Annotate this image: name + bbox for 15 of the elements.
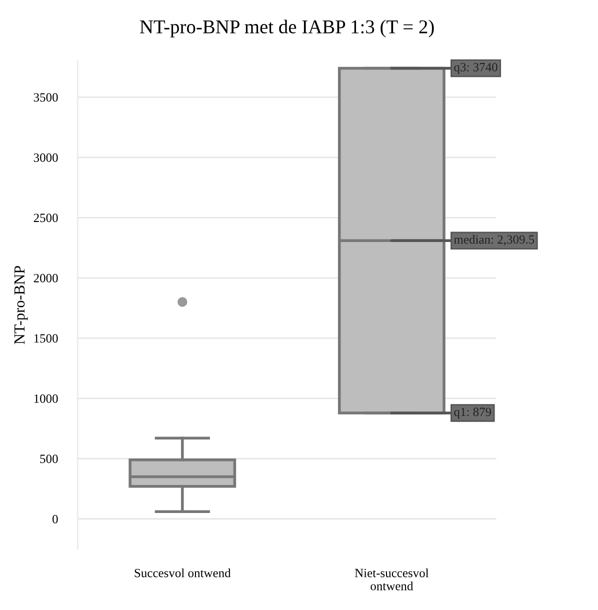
y-tick-label: 3500 [34, 93, 58, 102]
y-tick-label: 2000 [34, 274, 58, 282]
annotation: q1: 879 [454, 408, 492, 419]
y-tick-label: 500 [40, 454, 58, 464]
annotation: q3: 3740 [454, 62, 498, 74]
y-tick-label: 1500 [34, 334, 58, 343]
y-tick-label: 3000 [34, 153, 58, 162]
chart-title: NT-pro-BNP met de IABP 1:3 (T = 2) [140, 20, 434, 38]
y-axis-title: NT-pro-BNP [14, 266, 28, 344]
y-tick-label: 0 [52, 514, 58, 524]
y-tick-label: 2500 [34, 214, 58, 222]
x-tick-label: Niet-succesvol ontwend [354, 568, 429, 590]
x-tick-label: Succesvol ontwend [134, 568, 231, 578]
y-tick-label: 1000 [34, 394, 58, 403]
annotation: median: 2,309.5 [454, 234, 534, 246]
